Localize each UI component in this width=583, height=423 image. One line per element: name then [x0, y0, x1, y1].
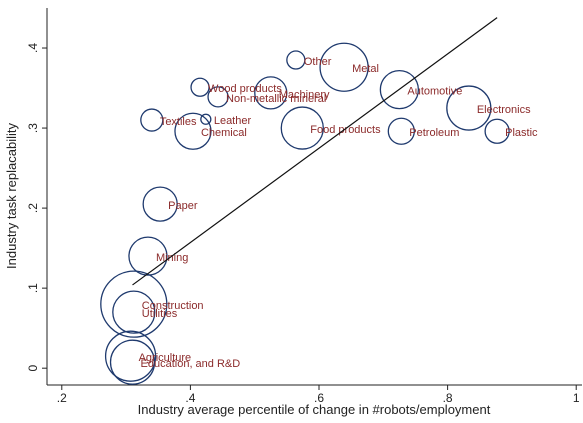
- point-label: Metal: [352, 63, 379, 75]
- point-label: Wood products: [208, 83, 282, 95]
- point-label: Construction: [142, 300, 204, 312]
- bubble: [112, 290, 156, 334]
- bubble: [174, 112, 212, 150]
- point-label: Education, and R&D: [141, 358, 241, 370]
- bubble: [109, 339, 156, 385]
- x-tick-label: .2: [57, 391, 67, 405]
- bubble: [286, 50, 306, 70]
- point-label: Mining: [156, 252, 188, 264]
- y-tick-label: .2: [26, 203, 40, 213]
- x-tick-label: 1: [573, 391, 580, 405]
- point-label: Machinery: [279, 89, 330, 101]
- point-label: Chemical: [201, 127, 247, 139]
- y-tick-label: .4: [26, 43, 40, 53]
- bubble: [387, 117, 415, 145]
- bubble: [484, 118, 510, 144]
- y-tick-label: .3: [26, 123, 40, 133]
- point-label: Utilities: [142, 308, 178, 320]
- y-tick-label: .1: [26, 283, 40, 293]
- bubble: [104, 330, 157, 382]
- point-label: Electronics: [477, 104, 531, 116]
- bubble: [140, 108, 164, 132]
- point-label: Plastic: [505, 127, 538, 139]
- x-tick-label: .6: [314, 391, 324, 405]
- bubble: [280, 106, 324, 150]
- bubble: [207, 86, 229, 108]
- y-axis-title: Industry task replacability: [4, 123, 19, 269]
- point-label: Petroleum: [409, 127, 459, 139]
- bubble: [446, 85, 492, 131]
- bubble: [379, 69, 420, 110]
- x-tick-label: .4: [185, 391, 195, 405]
- y-tick-label: 0: [26, 365, 40, 372]
- point-label: Food products: [310, 124, 381, 136]
- bubble: [254, 76, 288, 110]
- point-label: Automotive: [407, 86, 462, 98]
- bubble: [128, 236, 168, 276]
- bubble: [200, 113, 212, 125]
- bubble: [100, 270, 168, 338]
- point-label: Non-metallic mineral: [226, 93, 326, 105]
- point-label: Leather: [214, 115, 252, 127]
- point-label: Paper: [168, 200, 198, 212]
- x-tick-label: .8: [443, 391, 453, 405]
- point-label: Agriculture: [139, 352, 192, 364]
- bubble: [319, 42, 369, 92]
- fit-line: [132, 17, 498, 286]
- bubble: [190, 77, 210, 97]
- point-label: Other: [304, 56, 332, 68]
- bubble: [142, 186, 178, 222]
- point-label: Textiles: [160, 116, 197, 128]
- x-axis-title: Industry average percentile of change in…: [138, 402, 491, 417]
